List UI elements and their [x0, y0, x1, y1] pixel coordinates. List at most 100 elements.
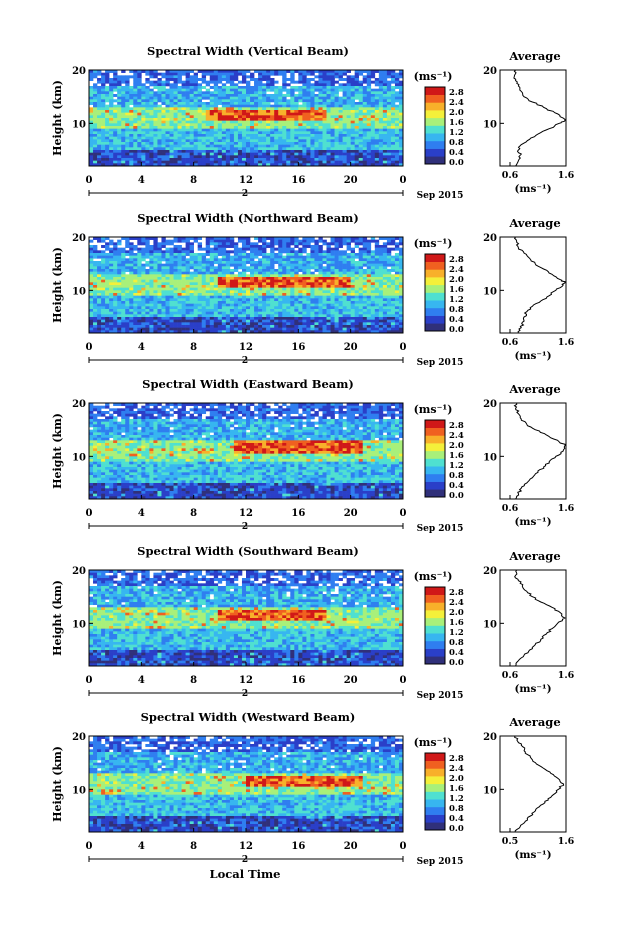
heatmap-cell [270, 123, 275, 127]
heatmap-cell [334, 274, 339, 278]
heatmap-cell [229, 136, 235, 140]
heatmap-cell [237, 72, 243, 76]
heatmap-cell [113, 70, 118, 73]
heatmap-cell [93, 104, 98, 108]
heatmap-cell [113, 314, 118, 318]
heatmap-cell [366, 72, 372, 76]
heatmap-cell [334, 115, 339, 119]
heatmap-cell [398, 131, 404, 135]
heatmap-cell [161, 266, 166, 270]
heatmap-cell [346, 287, 351, 291]
heatmap-cell [330, 136, 335, 140]
heatmap-cell [121, 104, 126, 108]
heatmap-cell [394, 94, 400, 97]
heatmap-cell [310, 287, 315, 291]
heatmap-cell [165, 250, 170, 254]
heatmap-cell [362, 285, 368, 288]
heatmap-cell [157, 303, 162, 307]
heatmap-cell [330, 266, 335, 270]
heatmap-cell [177, 139, 182, 143]
heatmap-cell [366, 110, 372, 113]
heatmap-cell [266, 126, 271, 129]
heatmap-cell [310, 94, 315, 97]
heatmap-cell [105, 306, 110, 310]
heatmap-cell [101, 163, 106, 167]
heatmap-cell [266, 120, 271, 124]
heatmap-cell [125, 266, 130, 270]
heatmap-cell [89, 247, 94, 251]
heatmap-cell [97, 70, 102, 73]
heatmap-cell [350, 139, 355, 143]
heatmap-cell [258, 271, 263, 275]
heatmap-cell [306, 314, 311, 318]
heatmap-cell [225, 274, 231, 278]
heatmap-cell [318, 94, 323, 97]
heatmap-cell [386, 94, 392, 97]
heatmap-cell [286, 118, 291, 121]
heatmap-cell [165, 144, 170, 148]
heatmap-cell [326, 245, 331, 248]
heatmap-cell [209, 155, 215, 159]
heatmap-cell [181, 263, 186, 267]
heatmap-cell [189, 314, 194, 318]
heatmap-cell [137, 266, 142, 270]
heatmap-cell [254, 104, 259, 108]
heatmap-cell [121, 75, 126, 79]
heatmap-cell [221, 242, 227, 246]
heatmap-cell [105, 70, 110, 73]
heatmap-cell [366, 120, 372, 124]
heatmap-cell [390, 126, 396, 129]
heatmap-cell [217, 142, 223, 145]
heatmap-cell [217, 290, 223, 294]
heatmap-cell [318, 237, 323, 240]
heatmap-cell [165, 107, 170, 111]
heatmap-cell [149, 126, 154, 129]
heatmap-cell [274, 258, 279, 262]
heatmap-cell [213, 128, 219, 132]
heatmap-cell [318, 266, 323, 270]
heatmap-cell [125, 118, 130, 121]
heatmap-cell [302, 298, 307, 302]
heatmap-cell [398, 290, 404, 294]
heatmap-cell [374, 258, 380, 262]
heatmap-cell [262, 136, 267, 140]
heatmap-cell [225, 96, 231, 100]
heatmap-cell [386, 104, 392, 108]
heatmap-cell [97, 118, 102, 121]
heatmap-cell [374, 285, 380, 288]
heatmap-cell [241, 255, 247, 259]
heatmap-cell [137, 263, 142, 267]
heatmap-cell [262, 150, 267, 153]
heatmap-cell [241, 72, 247, 76]
heatmap-cell [326, 150, 331, 153]
heatmap-cell [266, 128, 271, 132]
heatmap-cell [209, 309, 215, 312]
heatmap-cell [366, 306, 372, 310]
heatmap-cell [282, 126, 287, 129]
heatmap-cell [386, 239, 392, 243]
heatmap-cell [286, 266, 291, 270]
heatmap-cell [286, 239, 291, 243]
heatmap-cell [338, 263, 343, 267]
heatmap-cell [274, 158, 279, 161]
heatmap-cell [177, 245, 182, 248]
heatmap-cell [366, 155, 372, 159]
heatmap-cell [382, 298, 388, 302]
heatmap-cell [338, 258, 343, 262]
heatmap-cell [338, 160, 343, 164]
heatmap-cell [394, 295, 400, 299]
heatmap-cell [286, 306, 291, 310]
heatmap-cell [161, 277, 166, 280]
heatmap-cell [229, 142, 235, 145]
heatmap-cell [217, 242, 223, 246]
heatmap-cell [237, 285, 243, 288]
heatmap-cell [354, 102, 360, 105]
heatmap-cell [366, 96, 372, 100]
heatmap-cell [201, 306, 207, 310]
heatmap-cell [161, 128, 166, 132]
heatmap-cell [398, 301, 404, 304]
heatmap-cell [290, 314, 295, 318]
heatmap-cell [294, 107, 299, 111]
heatmap-cell [197, 78, 203, 81]
heatmap-cell [278, 247, 283, 251]
